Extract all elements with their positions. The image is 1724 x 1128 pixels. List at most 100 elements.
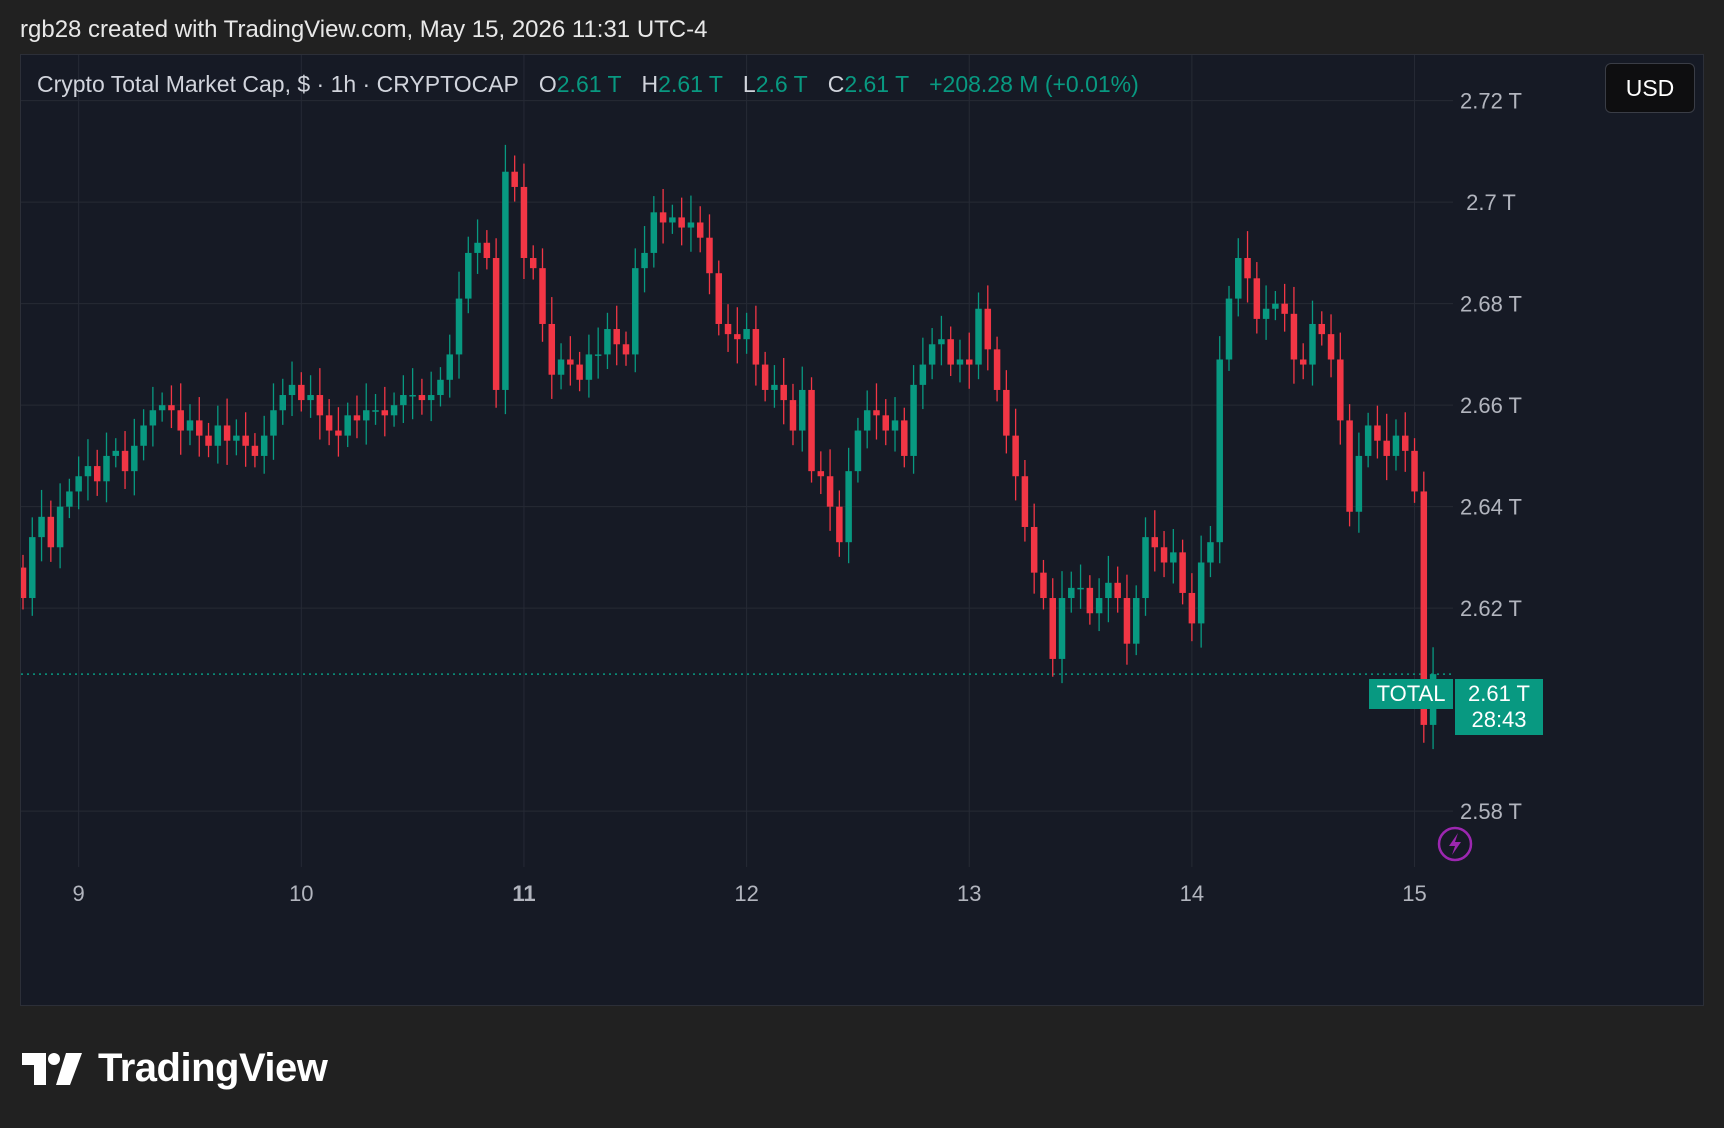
candle[interactable] xyxy=(483,230,491,270)
candle[interactable] xyxy=(641,226,648,293)
candle[interactable] xyxy=(910,365,917,474)
candle[interactable] xyxy=(1225,285,1233,371)
candle[interactable] xyxy=(465,236,472,314)
candle[interactable] xyxy=(928,328,936,380)
candle[interactable] xyxy=(474,219,481,274)
candle[interactable] xyxy=(706,214,713,295)
candle[interactable] xyxy=(400,375,407,423)
candle[interactable] xyxy=(696,206,704,253)
candle[interactable] xyxy=(771,365,778,408)
candle[interactable] xyxy=(121,431,129,489)
candle[interactable] xyxy=(1262,285,1270,340)
candle[interactable] xyxy=(1151,510,1159,572)
candle[interactable] xyxy=(938,315,945,366)
candle[interactable] xyxy=(993,336,1001,402)
candle[interactable] xyxy=(418,378,426,415)
candle[interactable] xyxy=(437,367,444,407)
candle[interactable] xyxy=(1272,290,1279,321)
candle[interactable] xyxy=(604,312,611,370)
candle[interactable] xyxy=(1355,432,1363,533)
candle[interactable] xyxy=(594,327,602,379)
candle[interactable] xyxy=(1244,231,1251,303)
candle[interactable] xyxy=(56,483,64,569)
candle[interactable] xyxy=(826,449,834,531)
candle[interactable] xyxy=(650,196,658,268)
candle[interactable] xyxy=(335,407,342,457)
candle[interactable] xyxy=(455,271,463,379)
candle[interactable] xyxy=(585,334,593,398)
candle[interactable] xyxy=(205,422,212,458)
candle[interactable] xyxy=(186,404,194,446)
candle[interactable] xyxy=(390,392,398,427)
candle[interactable] xyxy=(502,144,509,415)
candle[interactable] xyxy=(669,204,676,234)
candle[interactable] xyxy=(29,517,36,616)
candle[interactable] xyxy=(845,447,852,564)
candle[interactable] xyxy=(492,238,500,408)
candle[interactable] xyxy=(131,418,138,496)
candle[interactable] xyxy=(1411,438,1418,503)
candle[interactable] xyxy=(1281,283,1288,332)
candle[interactable] xyxy=(372,394,379,425)
candle[interactable] xyxy=(446,334,453,398)
candle[interactable] xyxy=(789,383,797,446)
candle[interactable] xyxy=(298,372,305,412)
candle[interactable] xyxy=(984,285,992,371)
candle[interactable] xyxy=(140,409,147,461)
candle[interactable] xyxy=(873,383,880,440)
candle[interactable] xyxy=(103,432,110,503)
candle[interactable] xyxy=(1077,564,1084,609)
currency-button[interactable]: USD xyxy=(1605,63,1695,113)
candle[interactable] xyxy=(325,399,333,446)
candle[interactable] xyxy=(1021,459,1029,542)
candle[interactable] xyxy=(808,377,815,483)
candle[interactable] xyxy=(1160,531,1168,578)
candle[interactable] xyxy=(279,378,286,425)
candle[interactable] xyxy=(1337,332,1344,445)
candles[interactable] xyxy=(21,144,1437,750)
candle[interactable] xyxy=(1142,517,1149,616)
candle[interactable] xyxy=(1402,412,1409,472)
candle[interactable] xyxy=(678,197,685,246)
candle[interactable] xyxy=(919,337,927,410)
candle[interactable] xyxy=(21,554,27,610)
candle[interactable] xyxy=(1253,262,1261,334)
candle[interactable] xyxy=(1086,575,1094,625)
candle[interactable] xyxy=(409,368,416,420)
candle[interactable] xyxy=(715,260,723,336)
candle[interactable] xyxy=(901,407,908,468)
candle[interactable] xyxy=(381,386,389,437)
candle[interactable] xyxy=(1105,555,1112,623)
candle[interactable] xyxy=(214,405,222,464)
candle[interactable] xyxy=(891,397,899,452)
candle[interactable] xyxy=(427,371,435,422)
candle[interactable] xyxy=(743,312,750,354)
candle[interactable] xyxy=(734,307,741,364)
candle[interactable] xyxy=(1132,585,1140,656)
candle[interactable] xyxy=(1040,559,1047,610)
candle[interactable] xyxy=(529,245,537,280)
candle[interactable] xyxy=(353,395,361,439)
candle[interactable] xyxy=(1207,525,1214,578)
candle[interactable] xyxy=(1114,566,1121,613)
candle[interactable] xyxy=(965,332,973,389)
candle[interactable] xyxy=(1290,286,1298,384)
candle[interactable] xyxy=(882,399,889,446)
candle[interactable] xyxy=(168,385,175,429)
candle[interactable] xyxy=(836,490,843,557)
candle[interactable] xyxy=(1095,578,1103,632)
candle[interactable] xyxy=(1364,412,1372,468)
candle[interactable] xyxy=(344,402,351,448)
candle[interactable] xyxy=(75,456,82,510)
candle[interactable] xyxy=(854,417,862,483)
candle[interactable] xyxy=(687,195,695,252)
candle[interactable] xyxy=(576,351,583,392)
candle[interactable] xyxy=(557,343,565,390)
candle[interactable] xyxy=(1318,311,1326,346)
candle[interactable] xyxy=(1179,539,1186,605)
candle[interactable] xyxy=(66,478,73,519)
candle[interactable] xyxy=(177,383,184,455)
candle[interactable] xyxy=(1049,578,1056,677)
candle[interactable] xyxy=(1216,336,1223,564)
candle[interactable] xyxy=(362,383,370,445)
